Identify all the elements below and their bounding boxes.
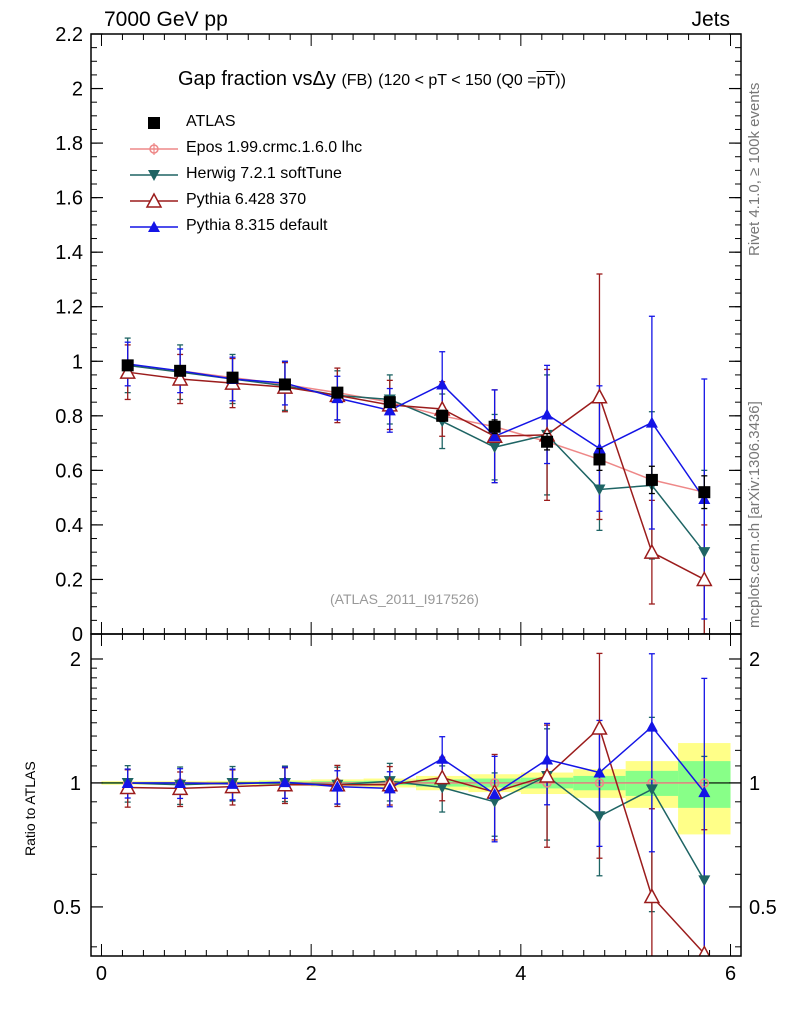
series-line-herwig [127,364,705,553]
ratio-ytick-label-right: 1 [749,773,760,795]
plot-title-range: (120 < pT < 150 (Q0 =pT)) [378,72,566,89]
marker-atlas [174,364,187,377]
plot-title-main: Gap fraction vsΔy [178,68,336,90]
xtick-label: 2 [306,963,317,985]
plot-title: Gap fraction vsΔy (FB) (120 < pT < 150 (… [178,68,566,91]
marker-herwig [488,442,501,454]
marker-pythia6 [119,363,136,379]
marker-herwig [593,484,606,496]
series-line-pythia8 [127,363,705,500]
legend-item-epos: Epos 1.99.crmc.1.6.0 lhc [128,138,468,160]
main-ytick-label: 2.2 [55,24,83,46]
marker-pythia8 [488,430,501,442]
main-ytick-label: 1.2 [55,297,83,319]
plot-title-fb: (FB) [341,72,373,89]
ratio-marker-pythia8 [278,776,291,788]
main-ytick-label: 0.8 [55,406,83,428]
xtick-label: 4 [515,963,526,985]
ratio-marker-pythia8 [645,720,658,732]
legend-item-atlas: ATLAS [128,112,468,134]
legend-item-herwig: Herwig 7.2.1 softTune [128,164,468,186]
legend-label-epos: Epos 1.99.crmc.1.6.0 lhc [186,139,363,156]
series-line-pythia6 [127,371,705,581]
marker-pythia6 [591,388,608,404]
ratio-marker-pythia8 [593,766,606,778]
marker-herwig [698,547,711,559]
marker-atlas [331,386,344,399]
marker-pythia6 [643,543,661,559]
ratio-marker-pythia8 [541,753,554,765]
main-ytick-label: 1.8 [55,133,83,155]
ratio-panel-plot-area [91,652,741,956]
ratio-marker-pythia6 [698,945,711,956]
ratio-line-pythia6 [127,726,705,955]
ratio-marker-pythia6 [538,767,556,783]
ratio-marker-pythia8 [488,788,501,800]
marker-atlas [698,486,711,499]
marker-atlas [593,453,606,466]
ratio-y-axis-label: Ratio to ATLAS [22,761,38,856]
legend-label-pythia6: Pythia 6.428 370 [186,191,307,208]
marker-pythia8 [383,404,396,416]
ratio-ytick-label-right: 2 [749,649,760,671]
process-label: Jets [691,8,730,31]
marker-pythia8 [541,408,554,420]
marker-atlas [278,378,291,391]
analysis-id-label: (ATLAS_2011_I917526) [330,591,479,607]
main-ytick-label: 1 [72,351,83,373]
main-ytick-label: 0 [72,624,83,646]
ratio-marker-herwig [488,796,501,808]
series-line-epos [127,364,705,493]
xtick-label: 0 [96,963,107,985]
rivet-version-label: Rivet 4.1.0, ≥ 100k events [746,82,763,256]
ratio-marker-pythia6 [433,769,451,785]
main-ytick-label: 1.6 [55,188,83,210]
legend-label-herwig: Herwig 7.2.1 softTune [186,165,342,182]
ratio-ytick-label-right: 0.5 [749,897,777,919]
marker-atlas [436,409,449,422]
ratio-marker-pythia6 [643,887,661,904]
ratio-marker-pythia8 [226,777,239,789]
legend-label-pythia8: Pythia 8.315 default [186,217,328,234]
ratio-ytick-label: 0.5 [53,897,81,919]
ratio-marker-pythia8 [331,780,344,792]
marker-pythia8 [645,416,658,428]
marker-atlas [645,473,658,486]
legend-item-pythia6: Pythia 6.428 370 [128,190,468,212]
ratio-marker-pythia8 [698,786,711,798]
beam-energy-label: 7000 GeV pp [104,8,228,31]
ratio-ytick-label: 1 [70,773,81,795]
marker-atlas [383,396,396,409]
ratio-marker-pythia6 [591,719,608,735]
ratio-marker-herwig [436,782,449,794]
xtick-label: 6 [725,963,736,985]
ratio-marker-pythia8 [383,782,396,794]
marker-pythia6 [696,570,713,587]
main-panel-plot-area [119,273,713,634]
ratio-marker-epos [594,778,605,788]
legend-item-pythia8: Pythia 8.315 default [128,216,468,238]
marker-atlas [541,435,554,448]
ratio-line-pythia8 [127,725,705,795]
ratio-marker-herwig [645,784,658,796]
marker-atlas [488,420,501,433]
main-ytick-label: 2 [72,79,83,101]
marker-atlas [226,371,239,384]
main-ytick-label: 0.4 [55,515,83,537]
mcplots-reference-label: mcplots.cern.ch [arXiv:1306.3436] [746,401,763,628]
marker-pythia8 [436,378,449,390]
ratio-marker-herwig [698,875,711,887]
marker-pythia6 [171,370,189,386]
ratio-marker-herwig [593,811,606,823]
main-ytick-label: 1.4 [55,242,83,264]
legend-label-atlas: ATLAS [186,113,236,130]
main-ytick-label: 0.6 [55,460,83,482]
ratio-marker-pythia8 [121,776,134,788]
main-ytick-label: 0.2 [55,569,83,591]
ratio-ytick-label: 2 [70,649,81,671]
ratio-marker-pythia8 [174,776,187,788]
marker-atlas [121,359,134,372]
ratio-marker-pythia8 [436,752,449,764]
